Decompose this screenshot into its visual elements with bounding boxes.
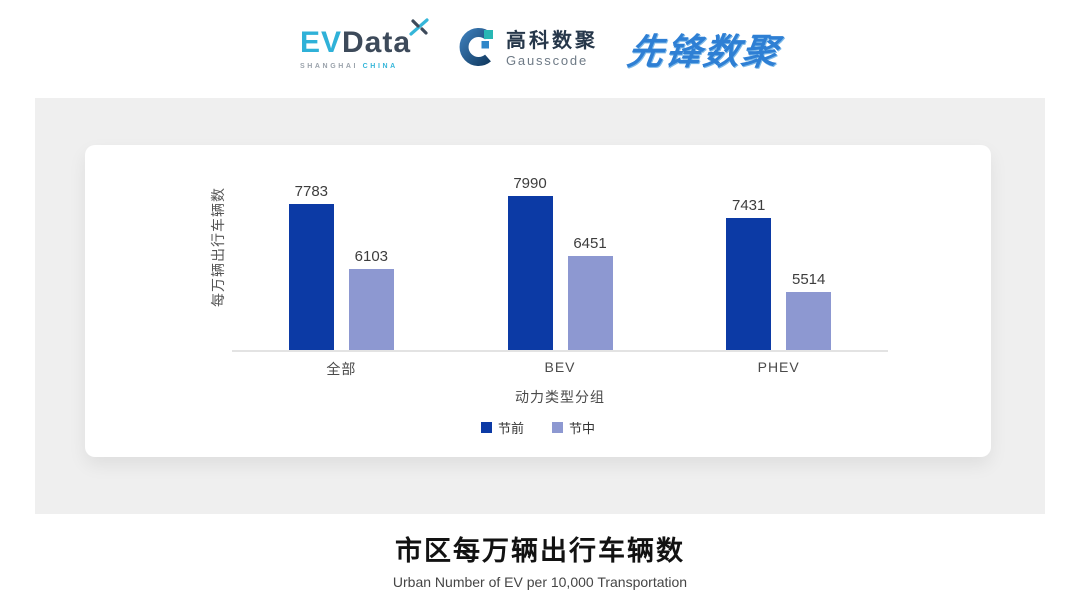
g-ring-icon: [457, 27, 497, 72]
bar-value-label: 6103: [354, 248, 389, 265]
legend-item-节中: 节中: [552, 418, 595, 437]
x-star-mark-icon: [409, 18, 429, 41]
gausscode-en-text: Gausscode: [506, 53, 588, 68]
evdata-subtext: SHANGHAI CHINA: [300, 63, 411, 70]
category-label-全部: 全部: [326, 361, 357, 377]
bar-value-label: 7783: [294, 183, 329, 200]
evdata-china-text: CHINA: [362, 63, 398, 70]
category-axis: 全部 BEV PHEV: [232, 359, 888, 379]
bar-节前-BEV: 7990: [507, 175, 553, 350]
legend-label: 节前: [497, 421, 524, 436]
bar-节前-全部: 7783: [288, 183, 334, 350]
bar-节中-全部: 6103: [348, 248, 394, 350]
category-label-PHEV: PHEV: [757, 359, 800, 375]
bar-group-全部: 7783 6103: [232, 183, 451, 350]
bar-value-label: 6451: [573, 235, 607, 252]
plot-area: 7783 6103 7990 6451 7431 5514: [232, 175, 888, 352]
evdata-ev-text: EV: [299, 26, 342, 59]
chart-panel: 每万辆出行车辆数 7783 6103 7990 6451 7431 5514 全部 BEV P…: [35, 98, 1045, 514]
legend-swatch-icon: [480, 422, 492, 433]
legend-label: 节中: [569, 421, 596, 436]
category-label-BEV: BEV: [544, 359, 576, 375]
gausscode-cn-text: 高科数聚: [506, 30, 599, 52]
legend-item-节前: 节前: [480, 418, 524, 437]
chart-title: 市区每万辆出行车辆数: [395, 536, 685, 566]
evdata-logo: EVData SHANGHAI CHINA: [300, 18, 429, 70]
bar-节中-BEV: 6451: [567, 235, 613, 350]
bar-value-label: 5514: [791, 271, 826, 288]
x-axis-label: 动力类型分组: [515, 389, 605, 405]
legend-swatch-icon: [552, 422, 563, 433]
gausscode-logo: 高科数聚 Gausscode: [457, 27, 598, 72]
title-block: 市区每万辆出行车辆数 Urban Number of EV per 10,000…: [0, 514, 1080, 590]
bar-group-PHEV: 7431 5514: [669, 192, 888, 350]
evdata-shanghai-text: SHANGHAI: [299, 63, 359, 70]
bar-节中-PHEV: 5514: [786, 271, 832, 350]
bar-value-label: 7990: [513, 175, 547, 192]
logo-bar: EVData SHANGHAI CHINA: [0, 0, 1080, 98]
chart-card: 每万辆出行车辆数 7783 6103 7990 6451 7431 5514 全部 BEV P…: [85, 145, 991, 457]
chart-subtitle: Urban Number of EV per 10,000 Transporta…: [392, 574, 688, 590]
legend: 节前 节中: [85, 418, 991, 437]
y-axis-label: 每万辆出行车辆数: [210, 187, 226, 307]
bar-group-BEV: 7990 6451: [451, 175, 670, 350]
gausscode-text-block: 高科数聚 Gausscode: [506, 30, 598, 68]
bar-节前-PHEV: 7431: [726, 197, 772, 350]
bar-value-label: 7431: [731, 197, 766, 214]
evdata-data-text: Data: [341, 26, 412, 59]
evdata-wordmark: EVData: [300, 28, 411, 58]
xianfeng-shuju-logo: 先锋数聚: [624, 31, 783, 72]
